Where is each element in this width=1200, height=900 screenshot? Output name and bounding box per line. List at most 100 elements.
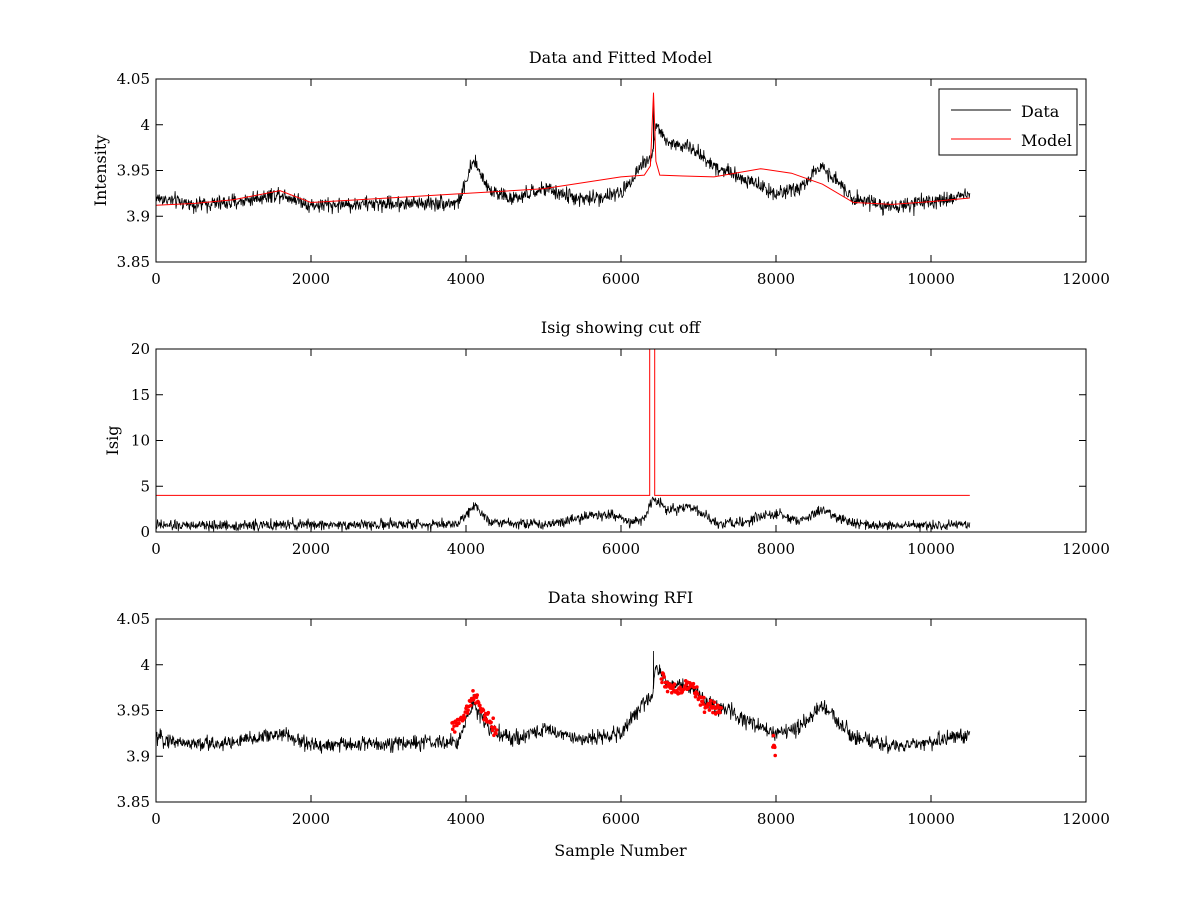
panel-1-ylabel: Intensity xyxy=(91,135,110,207)
rfi-point xyxy=(490,728,495,733)
series-data-line xyxy=(156,650,971,754)
rfi-point xyxy=(660,680,664,685)
plot-background xyxy=(156,349,1086,532)
x-tick-label: 0 xyxy=(151,270,161,288)
x-tick-label: 10000 xyxy=(907,270,955,288)
series-group xyxy=(156,349,971,532)
rfi-point xyxy=(457,721,461,726)
rfi-point xyxy=(490,725,494,729)
rfi-point xyxy=(773,745,777,750)
series-rfi-markers xyxy=(450,671,777,758)
y-tick-label: 15 xyxy=(131,386,150,404)
rfi-point xyxy=(671,685,675,689)
x-tick-label: 2000 xyxy=(292,540,330,558)
x-tick-label: 8000 xyxy=(757,270,795,288)
panel-2-plot-area: 0 2000 4000 6000 8000 10000 12000 0 5 10 15 20 xyxy=(131,340,1110,558)
x-tick-label: 2000 xyxy=(292,810,330,828)
x-tick-label: 0 xyxy=(151,540,161,558)
y-tick-label: 3.9 xyxy=(126,747,150,765)
rfi-point xyxy=(691,681,696,686)
rfi-point xyxy=(692,685,696,690)
y-tick-label: 0 xyxy=(140,523,150,541)
rfi-point xyxy=(453,730,457,734)
y-tick-label: 4.05 xyxy=(117,70,150,88)
x-tick-label: 6000 xyxy=(602,540,640,558)
rfi-point xyxy=(773,753,777,758)
legend-data-label: Data xyxy=(1021,102,1060,121)
y-tick-label: 5 xyxy=(140,477,150,495)
rfi-point xyxy=(719,706,724,710)
legend: Data Model xyxy=(938,88,1078,156)
y-tick-label: 20 xyxy=(131,340,150,358)
x-tick-label: 2000 xyxy=(292,270,330,288)
series-cutoff-line xyxy=(156,349,970,496)
y-tick-label: 3.95 xyxy=(117,702,150,720)
y-tick-label: 4 xyxy=(140,116,150,134)
rfi-point xyxy=(707,708,712,712)
rfi-point xyxy=(699,695,703,700)
rfi-point xyxy=(711,710,715,715)
panel-data-model: Data and Fitted Model Intensity 0 2000 400… xyxy=(91,48,1110,288)
rfi-point xyxy=(695,692,700,696)
rfi-point xyxy=(701,702,705,706)
rfi-point xyxy=(450,727,455,732)
panel-3-xlabel: Sample Number xyxy=(554,841,687,860)
rfi-point xyxy=(481,708,486,713)
rfi-point xyxy=(466,708,470,712)
y-tick-label: 4.05 xyxy=(117,610,150,628)
series-group xyxy=(156,92,971,217)
x-tick-label: 4000 xyxy=(447,270,485,288)
rfi-point xyxy=(452,724,456,728)
panel-rfi: Data showing RFI Sample Number 0 2000 4000… xyxy=(117,588,1110,860)
legend-model-label: Model xyxy=(1021,131,1072,150)
y-tick-label: 3.95 xyxy=(117,162,150,180)
panel-3-title: Data showing RFI xyxy=(548,588,693,607)
rfi-point xyxy=(709,698,713,703)
rfi-point xyxy=(702,710,707,714)
panel-isig: Isig showing cut off Isig 0 2000 4000 6000 8… xyxy=(103,318,1110,558)
rfi-point xyxy=(708,701,712,706)
rfi-point xyxy=(771,733,776,738)
rfi-point xyxy=(489,720,493,725)
x-tick-label: 12000 xyxy=(1062,270,1110,288)
x-tick-label: 4000 xyxy=(447,810,485,828)
x-tick-label: 12000 xyxy=(1062,540,1110,558)
rfi-point xyxy=(494,728,499,732)
legend-box xyxy=(938,88,1078,156)
rfi-point xyxy=(693,694,698,699)
series-isig-line xyxy=(156,496,971,532)
panel-2-title: Isig showing cut off xyxy=(541,318,702,337)
panel-1-title: Data and Fitted Model xyxy=(529,48,712,67)
rfi-point xyxy=(661,672,666,677)
panel-2-ylabel: Isig xyxy=(103,426,122,456)
rfi-point xyxy=(698,703,703,707)
panel-1-plot-area: 0 2000 4000 6000 8000 10000 12000 3.85 3.9 3.95 4 4… xyxy=(117,70,1110,288)
rfi-point xyxy=(476,700,481,705)
y-tick-label: 3.85 xyxy=(117,793,150,811)
rfi-point xyxy=(659,677,664,681)
rfi-point xyxy=(492,725,497,730)
rfi-point xyxy=(672,682,677,686)
rfi-point xyxy=(478,703,482,708)
x-tick-label: 12000 xyxy=(1062,810,1110,828)
x-tick-label: 10000 xyxy=(907,810,955,828)
plot-background xyxy=(156,619,1086,802)
y-tick-label: 4 xyxy=(140,656,150,674)
series-model-line xyxy=(156,92,970,206)
rfi-point xyxy=(718,710,722,715)
x-tick-label: 6000 xyxy=(602,270,640,288)
x-tick-label: 8000 xyxy=(757,540,795,558)
rfi-point xyxy=(475,693,480,697)
rfi-point xyxy=(469,703,473,708)
x-tick-label: 8000 xyxy=(757,810,795,828)
rfi-point xyxy=(465,711,470,715)
y-tick-label: 3.9 xyxy=(126,207,150,225)
rfi-point xyxy=(662,675,666,679)
rfi-point xyxy=(486,710,491,715)
series-data-line xyxy=(156,97,971,217)
rfi-point xyxy=(462,716,467,720)
x-tick-label: 4000 xyxy=(447,540,485,558)
x-tick-label: 0 xyxy=(151,810,161,828)
rfi-point xyxy=(494,731,498,736)
